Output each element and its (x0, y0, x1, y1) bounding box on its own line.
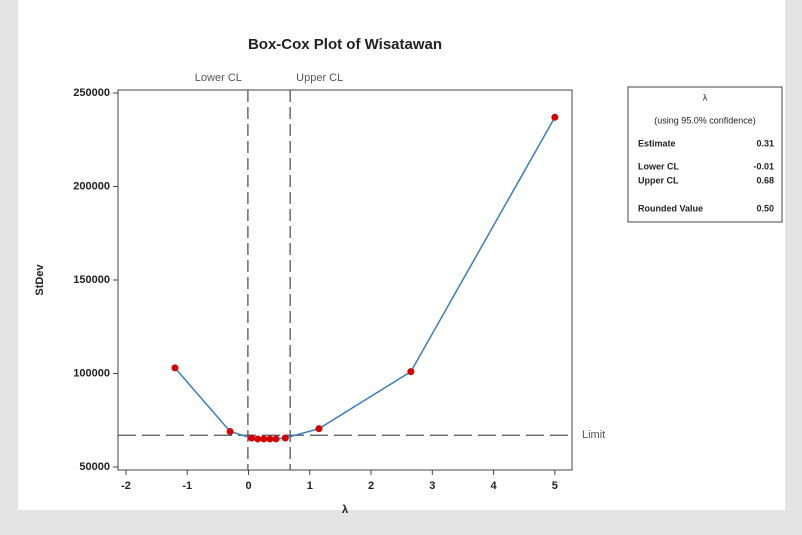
info-key: Rounded Value (638, 203, 703, 213)
x-tick-label: -2 (121, 480, 131, 492)
y-tick-label: 250000 (73, 87, 110, 99)
info-key: Lower CL (638, 161, 680, 171)
info-box (627, 86, 783, 223)
info-key: Estimate (638, 138, 676, 148)
y-tick-label: 150000 (73, 274, 110, 286)
ci-label: Lower CL (195, 72, 242, 84)
info-value: 0.68 (756, 175, 774, 185)
point (551, 113, 559, 121)
y-tick-label: 200000 (73, 180, 110, 192)
x-tick-label: 5 (552, 480, 558, 492)
panel (18, 0, 785, 510)
y-axis-label: StDev (34, 264, 46, 296)
chart-title: Box-Cox Plot of Wisatawan (248, 36, 442, 53)
x-tick-label: 3 (429, 480, 435, 492)
point (171, 364, 179, 372)
ci-label: Upper CL (296, 72, 343, 84)
point (248, 434, 256, 442)
x-tick-label: 2 (368, 480, 374, 492)
limit-label: Limit (582, 429, 605, 441)
point (254, 435, 262, 443)
y-tick-label: 50000 (79, 461, 110, 473)
point (266, 435, 274, 443)
point (226, 427, 234, 435)
point (315, 425, 323, 433)
point (260, 435, 268, 443)
info-value: 0.31 (756, 138, 774, 148)
x-tick-label: 1 (307, 480, 313, 492)
y-tick-label: 100000 (73, 367, 110, 379)
point (407, 368, 415, 376)
x-tick-label: 0 (245, 480, 251, 492)
info-key: Upper CL (638, 175, 679, 185)
info-subheader: (using 95.0% confidence) (654, 115, 756, 125)
x-tick-label: 4 (491, 480, 498, 492)
info-value: -0.01 (753, 161, 774, 171)
x-axis-label: λ (342, 504, 348, 516)
x-tick-label: -1 (182, 480, 192, 492)
info-value: 0.50 (756, 203, 774, 213)
point (272, 435, 280, 443)
info-header: λ (703, 92, 708, 102)
point (281, 434, 289, 442)
